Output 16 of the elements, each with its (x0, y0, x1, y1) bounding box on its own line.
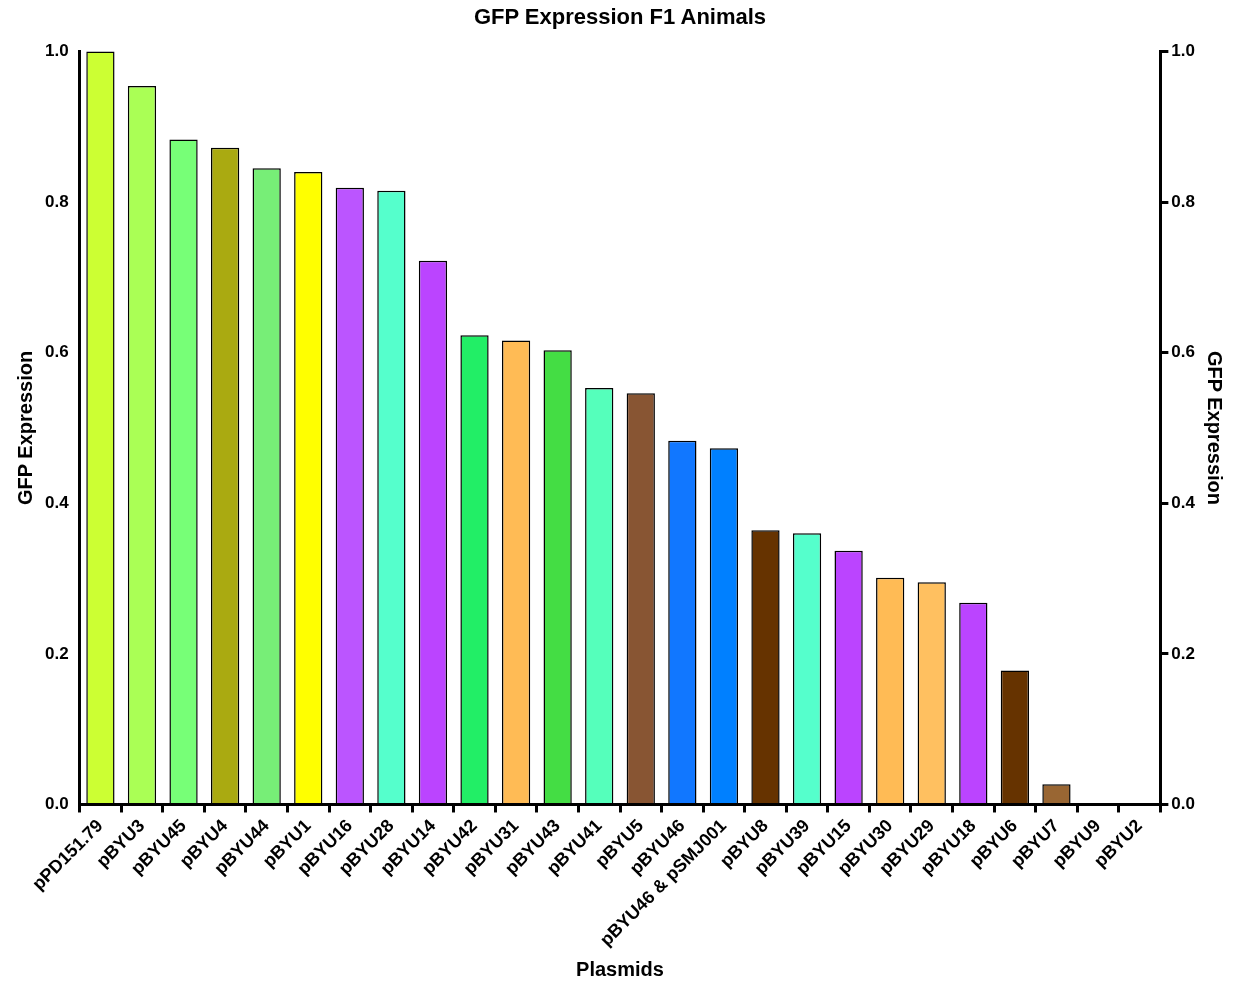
y-tick-label: 0.2 (44, 643, 69, 663)
y-tick-label: 1.0 (44, 41, 69, 61)
x-axis-title: Plasmids (576, 957, 664, 980)
y2-tick-label: 0.8 (1171, 191, 1196, 211)
y2-tick-label: 1.0 (1171, 41, 1196, 61)
y2-tick-label: 0.2 (1171, 643, 1196, 663)
y-tick-label: 0.4 (44, 492, 70, 512)
y2-tick-label: 0.0 (1171, 794, 1196, 814)
y2-tick-label: 0.6 (1171, 342, 1196, 362)
y-tick-label: 0.6 (44, 342, 69, 362)
y-tick-label: 0.0 (44, 794, 69, 814)
y-axis-title: GFP Expression (13, 350, 36, 506)
y-tick-label: 0.8 (44, 191, 69, 211)
y2-tick-label: 0.4 (1171, 492, 1196, 512)
chart-title: GFP Expression F1 Animals (473, 4, 767, 30)
y2-axis-title: GFP Expression (1204, 350, 1227, 506)
